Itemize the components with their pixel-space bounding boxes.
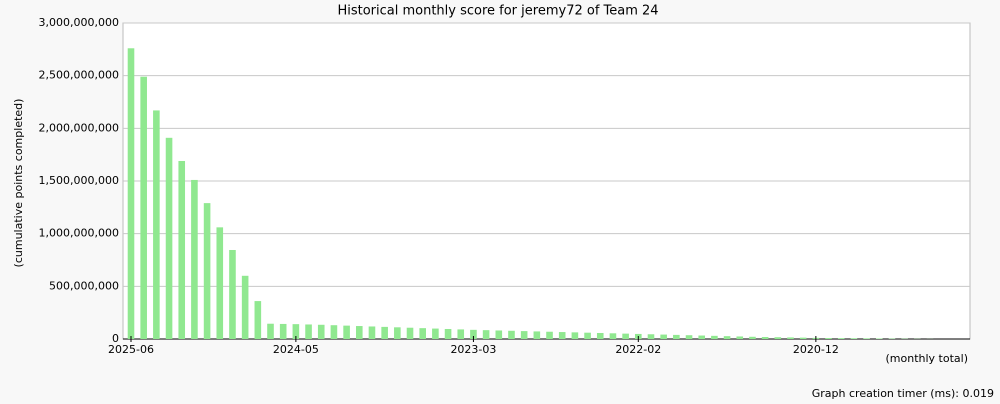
bar (711, 336, 718, 339)
bar (305, 324, 312, 339)
bar (597, 333, 604, 339)
y-tick-label: 500,000,000 (49, 279, 119, 292)
bar (584, 333, 591, 339)
x-tick-label: 2020-12 (793, 343, 839, 356)
bar (762, 337, 769, 339)
bar (534, 331, 541, 339)
bar (445, 329, 452, 339)
bar (381, 327, 388, 339)
y-tick-label: 1,000,000,000 (39, 227, 119, 240)
x-tick-label: 2025-06 (108, 343, 154, 356)
bar (559, 332, 566, 339)
bar (610, 333, 617, 339)
bar (698, 336, 705, 339)
bar (153, 110, 160, 339)
bar (749, 337, 756, 339)
y-tick-label: 3,000,000,000 (39, 16, 119, 29)
bar (166, 138, 173, 339)
bar (851, 338, 858, 339)
bar (521, 331, 528, 339)
bar (483, 330, 490, 339)
bar (318, 325, 325, 339)
bar (787, 337, 794, 339)
bar (775, 337, 782, 339)
bar (508, 331, 515, 339)
bar (369, 326, 376, 339)
bar (242, 276, 249, 339)
bar (457, 329, 464, 339)
bar (622, 334, 629, 339)
x-tick-label: 2024-05 (273, 343, 319, 356)
bar (204, 203, 211, 339)
bar (825, 338, 832, 339)
x-axis-label: (monthly total) (886, 352, 969, 365)
bar (495, 330, 502, 339)
bar (178, 161, 185, 339)
bar (572, 332, 579, 339)
bar (419, 328, 426, 339)
bar (736, 336, 743, 339)
footer: Graph creation timer (ms): 0.019 (812, 387, 994, 400)
x-tick-label: 2023-03 (450, 343, 496, 356)
bar (863, 338, 870, 339)
bar (128, 48, 135, 339)
bar (432, 329, 439, 339)
bar (216, 227, 223, 339)
bar (686, 335, 693, 339)
bar (724, 336, 731, 339)
chart-title: Historical monthly score for jeremy72 of… (337, 4, 658, 19)
y-tick-label: 2,000,000,000 (39, 121, 119, 134)
bar (343, 326, 350, 339)
bar (140, 77, 147, 339)
bar (876, 338, 883, 339)
y-tick-label: 2,500,000,000 (39, 69, 119, 82)
y-axis-label: (cumulative points completed) (12, 99, 25, 268)
bar (394, 327, 401, 339)
bar (407, 328, 414, 339)
bar (280, 324, 287, 339)
bar (660, 335, 667, 339)
x-tick-label: 2022-02 (615, 343, 661, 356)
bar (356, 326, 363, 339)
bar (800, 338, 807, 339)
bar (331, 325, 338, 339)
bar (267, 324, 274, 339)
bar (648, 334, 655, 339)
bar (191, 180, 198, 339)
bar (229, 250, 236, 339)
y-tick-label: 1,500,000,000 (39, 174, 119, 187)
bar (546, 332, 553, 339)
bar (838, 338, 845, 339)
bar (255, 301, 262, 339)
bar (673, 335, 680, 339)
